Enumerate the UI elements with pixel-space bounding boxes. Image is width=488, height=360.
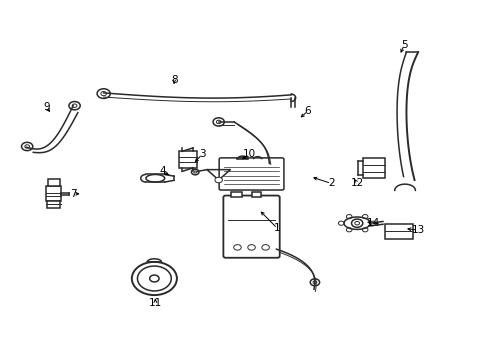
Bar (48, 179, 60, 186)
Circle shape (191, 169, 199, 175)
Circle shape (309, 279, 319, 286)
Bar (231, 192, 241, 197)
Circle shape (338, 221, 344, 225)
Circle shape (213, 118, 224, 126)
Text: 12: 12 (350, 179, 363, 188)
Text: 1: 1 (273, 224, 280, 233)
Circle shape (215, 177, 222, 183)
Circle shape (247, 245, 255, 250)
Bar (251, 192, 261, 197)
Circle shape (312, 281, 316, 284)
Ellipse shape (145, 175, 164, 182)
Text: 4: 4 (159, 166, 165, 176)
Circle shape (97, 89, 110, 98)
Circle shape (149, 275, 159, 282)
Circle shape (354, 221, 359, 225)
Circle shape (69, 102, 80, 110)
Bar (179, 151, 196, 168)
Bar (362, 158, 385, 178)
Circle shape (137, 266, 171, 291)
Text: 7: 7 (70, 189, 76, 199)
Text: 11: 11 (148, 298, 162, 308)
Text: 10: 10 (242, 149, 255, 159)
Text: 3: 3 (199, 149, 205, 159)
Circle shape (21, 142, 33, 150)
Text: 2: 2 (327, 179, 334, 188)
Bar (46, 186, 61, 201)
Circle shape (216, 120, 221, 124)
Text: 6: 6 (304, 106, 310, 116)
Circle shape (346, 228, 351, 232)
Circle shape (101, 91, 106, 96)
Text: 13: 13 (411, 225, 424, 235)
Circle shape (369, 221, 375, 225)
Circle shape (193, 171, 196, 173)
Circle shape (72, 104, 77, 107)
Circle shape (362, 215, 367, 219)
Circle shape (25, 145, 29, 148)
Circle shape (132, 262, 177, 295)
Circle shape (267, 162, 272, 166)
Text: 14: 14 (366, 218, 380, 228)
Bar (47, 201, 61, 208)
Circle shape (362, 228, 367, 232)
Text: 9: 9 (43, 103, 50, 112)
Text: 5: 5 (400, 40, 407, 50)
Circle shape (264, 159, 275, 168)
Circle shape (262, 245, 269, 250)
Circle shape (351, 219, 362, 228)
Bar (385, 224, 413, 239)
FancyBboxPatch shape (219, 158, 284, 190)
FancyBboxPatch shape (223, 195, 279, 258)
Text: 8: 8 (170, 75, 177, 85)
Circle shape (346, 215, 351, 219)
Circle shape (233, 245, 241, 250)
